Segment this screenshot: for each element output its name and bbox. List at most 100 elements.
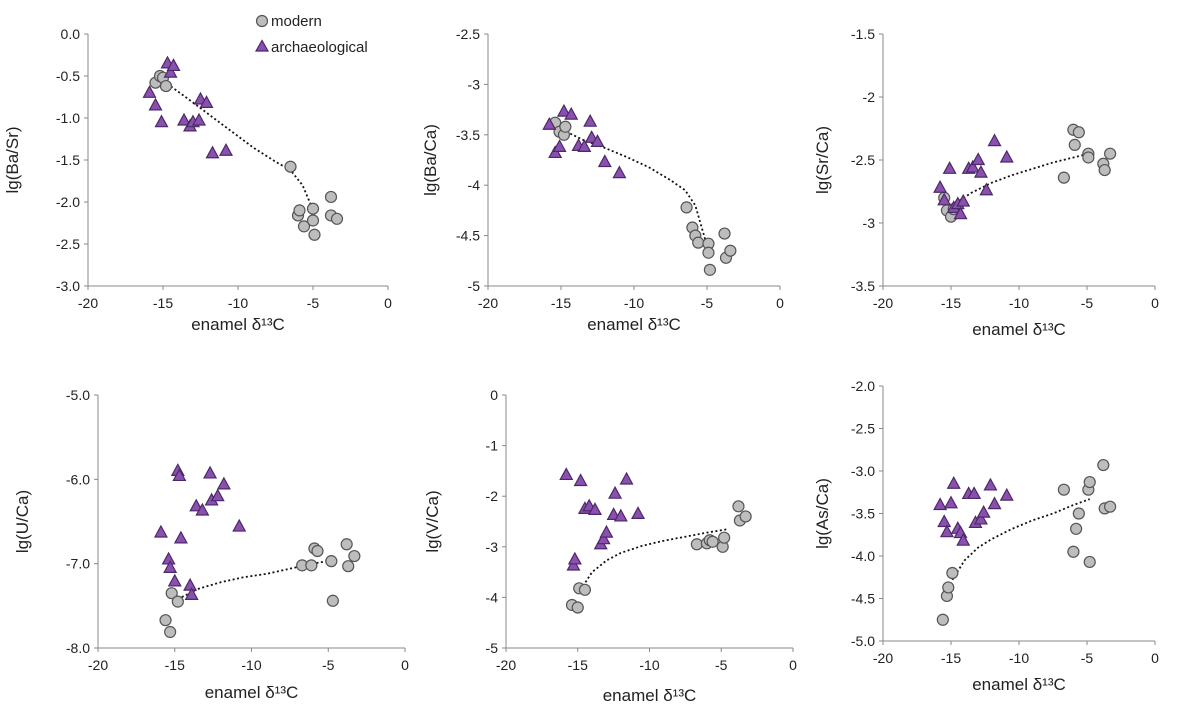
modern-point <box>326 594 339 607</box>
modern-point <box>1098 163 1111 177</box>
archaeological-point <box>573 473 588 487</box>
trend-line <box>579 528 729 591</box>
archaeological-point <box>567 551 582 565</box>
x-tick-label: -5 <box>1081 650 1094 666</box>
archaeological-point <box>163 64 178 78</box>
archaeological-point <box>232 518 247 532</box>
modern-point <box>340 538 353 551</box>
archaeological-point <box>195 502 210 516</box>
modern-point <box>1097 458 1110 472</box>
archaeological-point <box>542 116 557 130</box>
y-tick-label: 0.0 <box>61 26 81 42</box>
modern-point <box>703 263 717 276</box>
archaeological-point <box>939 524 954 538</box>
archaeological-point <box>973 511 988 525</box>
modern-point <box>311 544 324 558</box>
archaeological-point <box>559 467 574 481</box>
archaeological-point <box>167 573 182 587</box>
chart-panel-4: -5.0 -6.0 -7.0 -8.0-20 -15 -10 -5 0 lg(U/Ca) enam… <box>13 387 409 702</box>
archaeological-point <box>971 152 986 166</box>
archaeological-point <box>176 112 192 126</box>
modern-point <box>1072 507 1085 520</box>
modern-point <box>559 120 572 133</box>
archaeological-point <box>613 508 628 522</box>
y-tick-label: -0.5 <box>56 68 80 84</box>
y-tick-label: -5.0 <box>851 633 875 649</box>
modern-point <box>1057 483 1070 496</box>
x-axis-label: enamel δ¹³C <box>587 315 681 334</box>
modern-point <box>1083 475 1096 489</box>
chart-panel-6: -2.0 -2.5 -3.0 -3.5 -4.0 -4.5 -5.0-20 -15 -10 -5 0… <box>813 378 1159 694</box>
archaeological-point <box>183 577 198 591</box>
x-tick-label: 0 <box>401 657 409 673</box>
modern-point <box>690 538 703 551</box>
y-axis-label: lg(Ba/Sr) <box>3 126 22 193</box>
archaeological-point <box>596 531 611 545</box>
y-tick-label: -1.5 <box>56 152 80 168</box>
archaeological-point <box>999 487 1014 501</box>
legend-archaeological-label: archaeological <box>271 39 368 56</box>
archaeological-point <box>979 182 994 196</box>
chart-panel-5: 0-1-2-3-4-5-20 -15 -10 -5 0lg(V/Ca)enamel δ¹… <box>423 387 797 705</box>
archaeological-point <box>612 165 627 179</box>
modern-point <box>1070 522 1083 535</box>
archaeological-point <box>942 161 957 174</box>
legend-modern-label: modern <box>271 13 322 30</box>
modern-point <box>718 227 731 240</box>
archaeological-point <box>976 504 991 518</box>
y-axis-label: lg(U/Ca) <box>13 490 32 553</box>
archaeological-point <box>173 530 188 544</box>
archaeological-point <box>142 85 157 98</box>
archaeological-point <box>946 475 961 489</box>
x-tick-label: -20 <box>88 657 108 673</box>
archaeological-point <box>987 133 1002 147</box>
modern-point <box>1082 151 1095 164</box>
x-tick-label: -10 <box>241 657 261 673</box>
archaeological-point <box>189 498 204 512</box>
x-axis-label: enamel δ¹³C <box>205 683 299 702</box>
x-tick-label: -5 <box>1081 295 1094 311</box>
x-tick-label: 0 <box>776 295 784 311</box>
archaeological-point <box>556 103 571 117</box>
modern-point <box>732 500 745 513</box>
modern-point <box>578 583 592 596</box>
x-axis-label: enamel δ¹³C <box>972 320 1066 339</box>
x-tick-label: -15 <box>941 650 961 666</box>
archaeological-point <box>937 192 952 206</box>
y-tick-label: -6.0 <box>66 471 90 487</box>
archaeological-point <box>154 114 169 128</box>
y-tick-label: -2.5 <box>851 152 875 168</box>
x-tick-label: -5 <box>307 295 320 311</box>
y-tick-label: -3 <box>486 539 499 555</box>
modern-point <box>330 212 344 225</box>
archaeological-point <box>631 506 646 520</box>
x-axis-label: enamel δ¹³C <box>972 675 1066 694</box>
legend: modern archaeological <box>254 13 368 56</box>
modern-point <box>348 549 361 563</box>
modern-point <box>324 190 338 204</box>
y-tick-label: -3.0 <box>851 463 875 479</box>
y-tick-label: -5.0 <box>66 387 90 403</box>
archaeological-point <box>967 486 982 500</box>
archaeological-point <box>608 485 623 499</box>
y-tick-label: -2 <box>486 488 499 504</box>
modern-point <box>946 566 959 580</box>
modern-point <box>1104 500 1117 513</box>
modern-point <box>724 244 737 257</box>
x-tick-label: -10 <box>1009 650 1029 666</box>
y-tick-label: -2.5 <box>56 236 80 252</box>
archaeological-point <box>166 58 181 72</box>
archaeological-point <box>203 465 218 479</box>
modern-point <box>159 79 173 93</box>
modern-point <box>1083 555 1096 569</box>
trend-line <box>951 498 1091 581</box>
x-tick-label: -15 <box>165 657 185 673</box>
y-tick-label: -3.0 <box>56 278 80 294</box>
x-axis-label: enamel δ¹³C <box>603 686 697 705</box>
archaeological-point <box>619 471 634 485</box>
archaeological-point <box>148 97 163 111</box>
x-tick-label: -5 <box>715 657 728 673</box>
modern-point <box>1068 138 1081 151</box>
archaeological-point <box>933 497 948 511</box>
